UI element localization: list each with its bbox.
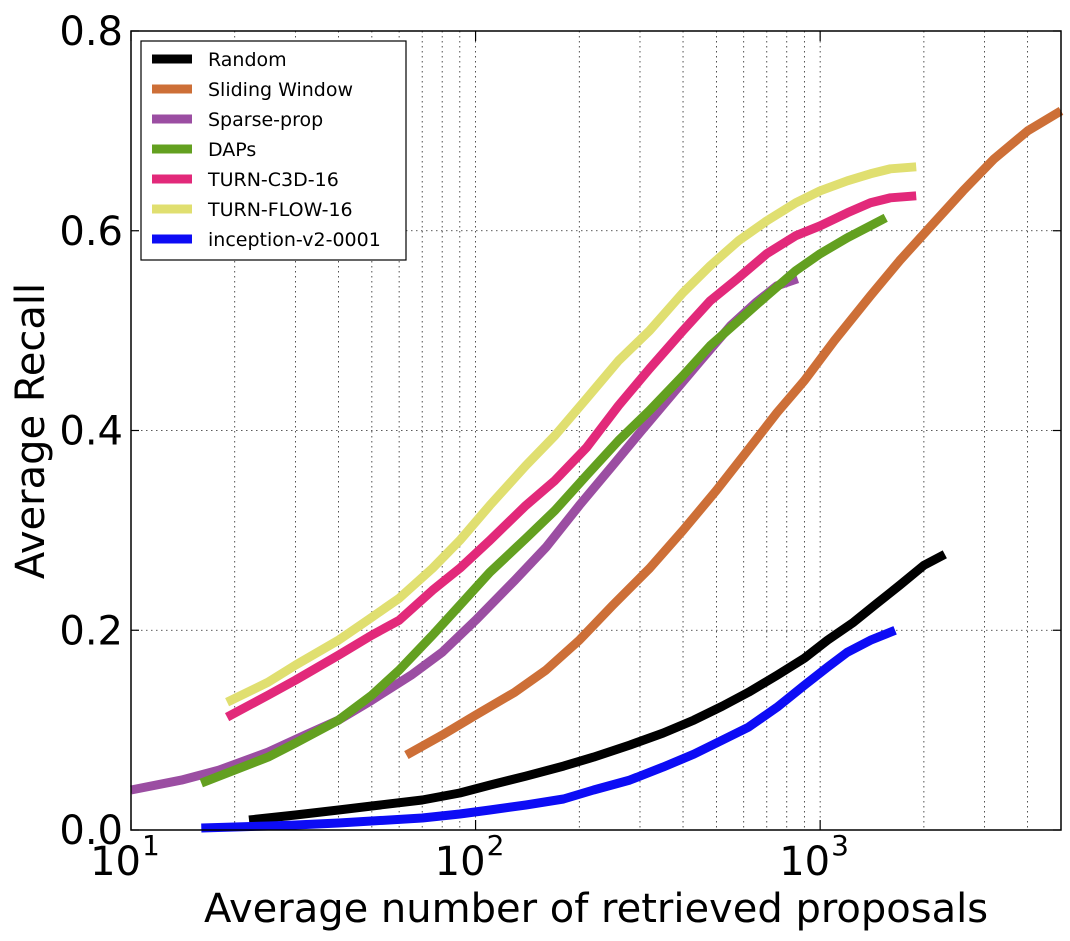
- legend-label-0: Random: [208, 49, 287, 71]
- x-tick-labels: 10 1 10 2 10 3: [90, 829, 849, 885]
- legend-label-4: TURN-C3D-16: [207, 169, 339, 191]
- x-tick-label-exp-2: 3: [831, 829, 849, 862]
- y-tick-label-4: 0.8: [59, 9, 123, 55]
- legend-label-6: inception-v2-0001: [208, 229, 381, 251]
- series-line-0: [248, 550, 947, 825]
- y-axis-label: Average Recall: [8, 283, 54, 579]
- series-lines: [130, 107, 1064, 833]
- x-tick-label-2: 10 3: [779, 829, 849, 885]
- tick-marks: [130, 30, 1061, 831]
- y-tick-labels: 0.0 0.2 0.4 0.6 0.8: [59, 9, 123, 854]
- series-line-1: [404, 107, 1064, 760]
- x-tick-label-base-0: 10: [90, 839, 141, 885]
- legend: Random Sliding Window Sparse-prop DAPs TURN-…: [140, 40, 407, 261]
- y-tick-label-0: 0.0: [59, 808, 123, 854]
- x-tick-label-base-1: 10: [435, 839, 486, 885]
- series-line-3: [199, 213, 888, 788]
- x-tick-label-exp-0: 1: [142, 829, 160, 862]
- x-tick-label-1: 10 2: [435, 829, 505, 885]
- legend-label-2: Sparse-prop: [208, 109, 323, 131]
- legend-label-3: DAPs: [208, 139, 256, 161]
- y-tick-label-3: 0.6: [59, 209, 123, 255]
- x-axis-label: Average number of retrieved proposals: [204, 886, 988, 932]
- x-tick-label-0: 10 1: [90, 829, 160, 885]
- legend-label-1: Sliding Window: [208, 79, 353, 101]
- y-tick-label-1: 0.2: [59, 608, 123, 654]
- series-line-4: [224, 191, 917, 722]
- series-line-5: [225, 162, 917, 707]
- y-tick-label-2: 0.4: [59, 409, 123, 455]
- series-line-6: [201, 626, 897, 833]
- x-tick-label-exp-1: 2: [487, 829, 505, 862]
- x-tick-label-base-2: 10: [779, 839, 830, 885]
- legend-label-5: TURN-FLOW-16: [207, 199, 353, 221]
